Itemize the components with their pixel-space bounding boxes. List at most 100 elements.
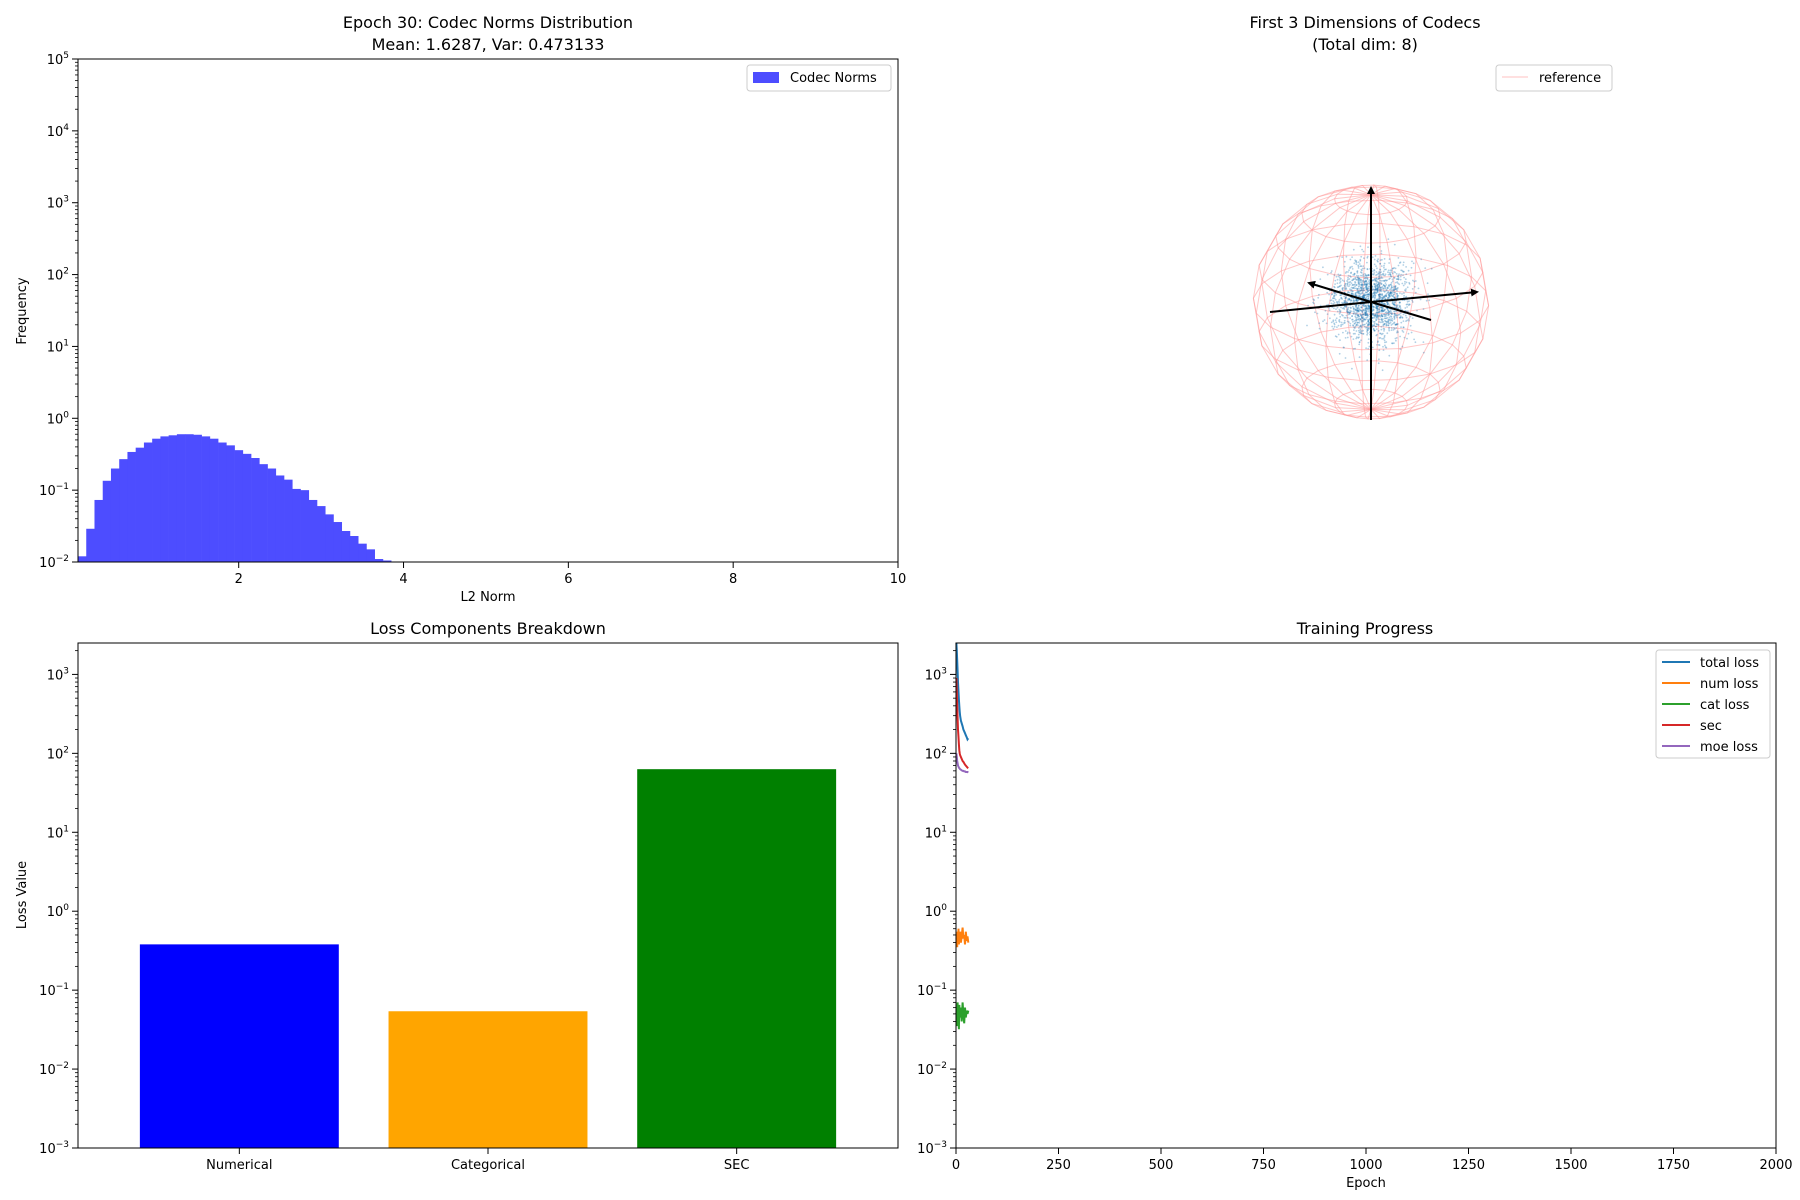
codec-point: [1380, 314, 1383, 317]
codec-point: [1367, 319, 1370, 322]
codec-point: [1420, 258, 1423, 261]
codec-point: [1363, 293, 1365, 295]
codec-point: [1366, 286, 1368, 289]
codec-point: [1367, 285, 1370, 288]
hist-legend: Codec Norms: [746, 64, 892, 92]
codec-point: [1366, 333, 1368, 336]
codec-point: [1374, 314, 1377, 316]
codec-point: [1358, 277, 1361, 280]
codec-point: [1378, 358, 1380, 361]
codec-point: [1352, 284, 1354, 286]
codec-point: [1374, 286, 1377, 288]
codec-point: [1383, 336, 1386, 338]
codec-point: [1363, 281, 1366, 284]
codec-point: [1361, 323, 1364, 326]
codec-point: [1353, 299, 1355, 302]
hist-bar: [193, 434, 202, 562]
codec-point: [1378, 311, 1381, 313]
codec-point: [1364, 314, 1367, 317]
codec-point: [1385, 295, 1388, 298]
codec-point: [1344, 337, 1347, 339]
codec-point: [1374, 286, 1377, 289]
codec-point: [1362, 287, 1365, 290]
codec-point: [1341, 279, 1344, 282]
codec-point: [1349, 306, 1352, 309]
codec-point: [1367, 290, 1369, 293]
codec-point: [1352, 312, 1355, 315]
codec-point: [1407, 269, 1410, 272]
codec-point: [1380, 309, 1383, 312]
codec-point: [1365, 304, 1367, 307]
codec-point: [1395, 310, 1398, 313]
codec-point: [1350, 286, 1353, 289]
codec-point: [1388, 294, 1390, 296]
codec-point: [1361, 284, 1364, 287]
codec-point: [1396, 295, 1399, 298]
codec-point: [1384, 344, 1386, 347]
line-ytick-label: 10−3: [917, 1140, 947, 1157]
codec-point: [1356, 309, 1359, 312]
codec-point: [1350, 292, 1353, 295]
codec-point: [1371, 270, 1374, 272]
codec-point: [1378, 245, 1381, 248]
line-xtick-label: 250: [1046, 1158, 1071, 1173]
codec-point: [1360, 274, 1362, 277]
codec-point: [1366, 324, 1369, 327]
codec-point: [1397, 282, 1399, 285]
codec-point: [1390, 294, 1393, 297]
codec-point: [1358, 321, 1361, 324]
codec-point: [1372, 320, 1375, 323]
codec-point: [1391, 291, 1394, 293]
codec-point: [1359, 265, 1362, 268]
codec-point: [1374, 289, 1376, 291]
codec-point: [1343, 301, 1346, 303]
codec-point: [1378, 277, 1381, 280]
codec-point: [1394, 281, 1397, 284]
codec-point: [1350, 272, 1352, 274]
codec-point: [1399, 307, 1402, 309]
codec-point: [1402, 313, 1405, 316]
codec-point: [1358, 263, 1361, 265]
codec-point: [1357, 285, 1360, 288]
codec-point: [1367, 323, 1370, 325]
codec-point: [1346, 283, 1349, 285]
codec-point: [1380, 271, 1382, 273]
codec-point: [1385, 289, 1388, 292]
codec-point: [1355, 316, 1357, 319]
codec-point: [1385, 279, 1388, 282]
codec-point: [1389, 269, 1392, 272]
codec-point: [1392, 287, 1395, 289]
codec-point: [1386, 286, 1389, 289]
codec-point: [1357, 315, 1360, 317]
codec-point: [1399, 301, 1401, 304]
codec-point: [1372, 317, 1374, 319]
codec-point: [1373, 314, 1376, 316]
codec-point: [1373, 290, 1376, 293]
codec-point: [1366, 328, 1369, 331]
line-cat-loss: [955, 1002, 970, 1030]
codec-point: [1377, 286, 1380, 289]
codec-point: [1376, 305, 1378, 308]
codec-point: [1398, 313, 1401, 316]
codec-point: [1402, 274, 1404, 276]
codec-point: [1362, 265, 1365, 267]
codec-point: [1372, 273, 1375, 276]
codec-point: [1351, 284, 1354, 286]
codec-point: [1331, 297, 1334, 300]
codec-point: [1358, 285, 1361, 287]
codec-point: [1331, 293, 1334, 295]
codec-point: [1373, 291, 1376, 294]
codec-point: [1387, 293, 1390, 296]
hist-ytick-label: 101: [47, 338, 69, 355]
codec-point: [1355, 319, 1358, 322]
codec-point: [1365, 283, 1367, 286]
codec-point: [1344, 305, 1346, 308]
codec-point: [1381, 309, 1383, 312]
codec-point: [1393, 310, 1395, 313]
codec-point: [1383, 323, 1386, 326]
codec-point: [1403, 276, 1405, 279]
codec-point: [1386, 303, 1389, 306]
codec-point: [1346, 316, 1349, 319]
codec-point: [1361, 309, 1363, 312]
codec-point: [1361, 267, 1364, 270]
